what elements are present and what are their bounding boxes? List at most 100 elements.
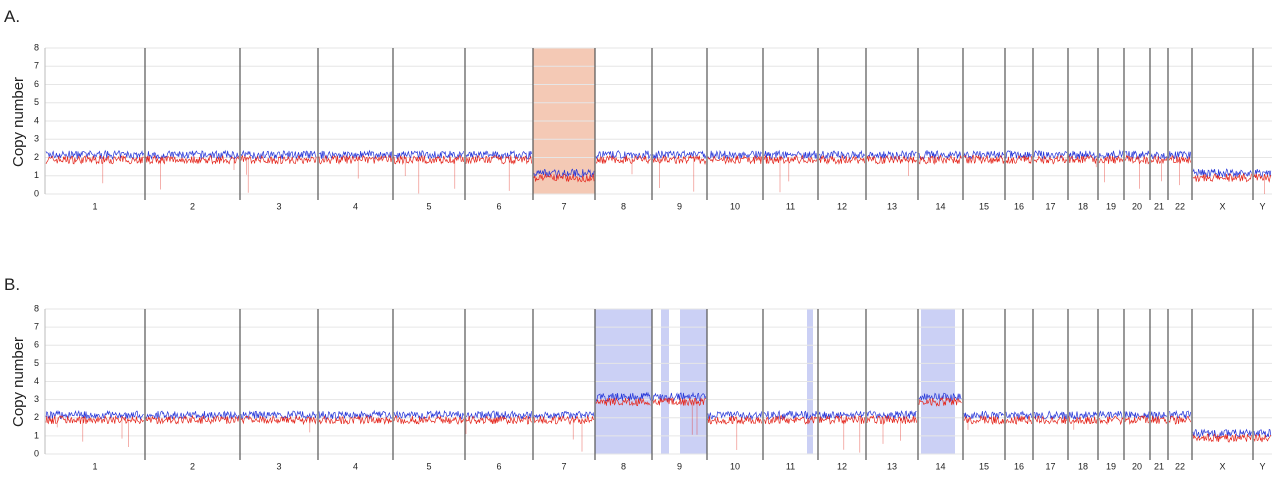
copy-trace-lower xyxy=(465,415,532,425)
y-tick-label: 0 xyxy=(34,448,39,458)
copy-trace-upper xyxy=(1253,428,1272,438)
copy-trace-lower xyxy=(1150,155,1168,164)
y-tick-label: 5 xyxy=(34,97,39,107)
copy-trace-lower xyxy=(652,154,707,166)
y-tick-label: 5 xyxy=(34,358,39,368)
x-tick-label: X xyxy=(1219,461,1225,471)
x-tick-label: 12 xyxy=(837,461,847,471)
x-tick-label: 21 xyxy=(1154,201,1164,211)
copy-trace-lower xyxy=(1005,155,1032,165)
copy-trace-lower xyxy=(818,414,865,425)
copy-trace-upper xyxy=(145,410,240,421)
x-tick-label: 7 xyxy=(561,201,566,211)
copy-trace-lower xyxy=(1168,155,1191,164)
x-tick-label: 18 xyxy=(1078,461,1088,471)
x-tick-label: X xyxy=(1219,201,1225,211)
x-tick-label: Y xyxy=(1259,461,1265,471)
panel-title: A. xyxy=(4,7,20,26)
copy-trace-lower xyxy=(533,173,595,183)
copy-trace-lower xyxy=(145,414,240,425)
x-tick-label: 14 xyxy=(935,201,945,211)
x-tick-label: 10 xyxy=(730,461,740,471)
x-tick-label: 6 xyxy=(496,201,501,211)
x-tick-label: 10 xyxy=(730,201,740,211)
copy-trace-lower xyxy=(963,415,1005,426)
x-tick-label: 11 xyxy=(786,201,795,211)
copy-trace-upper xyxy=(1150,411,1168,421)
copy-trace-upper xyxy=(1150,151,1168,161)
copy-trace-upper xyxy=(533,168,595,179)
copy-trace-lower xyxy=(1124,415,1149,425)
y-tick-label: 3 xyxy=(34,394,39,404)
x-tick-label: 15 xyxy=(979,201,989,211)
x-tick-label: 16 xyxy=(1014,201,1024,211)
copy-trace-lower xyxy=(595,397,651,407)
copy-trace-upper xyxy=(1005,410,1032,420)
copy-trace-upper xyxy=(707,410,762,421)
copy-trace-upper xyxy=(240,410,317,420)
x-tick-label: 5 xyxy=(426,201,431,211)
x-tick-label: 8 xyxy=(621,461,626,471)
copy-trace-lower xyxy=(45,414,144,425)
copy-trace-lower xyxy=(1098,415,1124,426)
copy-trace-lower xyxy=(707,415,762,425)
x-tick-label: 9 xyxy=(677,461,682,471)
y-tick-label: 7 xyxy=(34,322,39,332)
copy-trace-lower xyxy=(1253,434,1272,443)
y-tick-label: 2 xyxy=(34,152,39,162)
copy-trace-lower xyxy=(1068,155,1098,164)
y-tick-label: 1 xyxy=(34,170,39,180)
copy-trace-upper xyxy=(1068,411,1098,420)
x-tick-label: 3 xyxy=(276,201,281,211)
copy-trace-upper xyxy=(1253,169,1272,178)
y-tick-label: 0 xyxy=(34,188,39,198)
x-tick-label: 19 xyxy=(1106,461,1116,471)
copy-trace-upper xyxy=(1192,168,1252,179)
copy-trace-lower xyxy=(763,415,818,425)
y-tick-label: 2 xyxy=(34,412,39,422)
copy-trace-upper xyxy=(1068,150,1098,161)
y-tick-label: 7 xyxy=(34,61,39,71)
copy-trace-upper xyxy=(45,409,144,421)
x-tick-label: 8 xyxy=(621,201,626,211)
x-tick-label: 16 xyxy=(1014,461,1024,471)
copy-trace-upper xyxy=(707,150,762,160)
copy-trace-lower xyxy=(533,414,595,425)
copy-trace-lower xyxy=(145,154,240,165)
copy-trace-upper xyxy=(45,149,144,161)
x-tick-label: 9 xyxy=(677,201,682,211)
copy-trace-lower xyxy=(595,155,651,165)
y-tick-label: 6 xyxy=(34,340,39,350)
copy-trace-lower xyxy=(763,154,818,165)
y-tick-label: 1 xyxy=(34,430,39,440)
copy-trace-upper xyxy=(318,409,393,421)
copy-trace-lower xyxy=(393,415,464,425)
copy-trace-lower xyxy=(318,154,393,165)
copy-trace-lower xyxy=(1192,172,1252,183)
copy-trace-lower xyxy=(393,154,464,165)
copy-trace-upper xyxy=(318,149,393,160)
copy-trace-upper xyxy=(819,149,865,160)
x-tick-label: 21 xyxy=(1154,461,1164,471)
x-tick-label: 20 xyxy=(1132,201,1142,211)
x-tick-label: 13 xyxy=(887,201,897,211)
y-tick-label: 3 xyxy=(34,134,39,144)
copy-trace-lower xyxy=(1033,155,1068,165)
panel-title: B. xyxy=(4,275,20,294)
x-tick-label: 1 xyxy=(92,201,97,211)
x-tick-label: 11 xyxy=(786,461,795,471)
y-tick-label: 4 xyxy=(34,115,39,125)
x-tick-label: 22 xyxy=(1175,461,1185,471)
copy-trace-upper xyxy=(1033,150,1068,160)
copy-trace-lower xyxy=(240,415,317,426)
copy-trace-lower xyxy=(1124,154,1150,165)
copy-trace-lower xyxy=(1253,173,1272,183)
copy-trace-upper xyxy=(652,391,707,402)
y-tick-label: 8 xyxy=(34,303,39,313)
x-tick-label: 20 xyxy=(1132,461,1142,471)
copy-trace-upper xyxy=(240,150,317,161)
y-tick-label: 4 xyxy=(34,376,39,386)
x-tick-label: 17 xyxy=(1045,201,1055,211)
x-tick-label: 6 xyxy=(496,461,501,471)
